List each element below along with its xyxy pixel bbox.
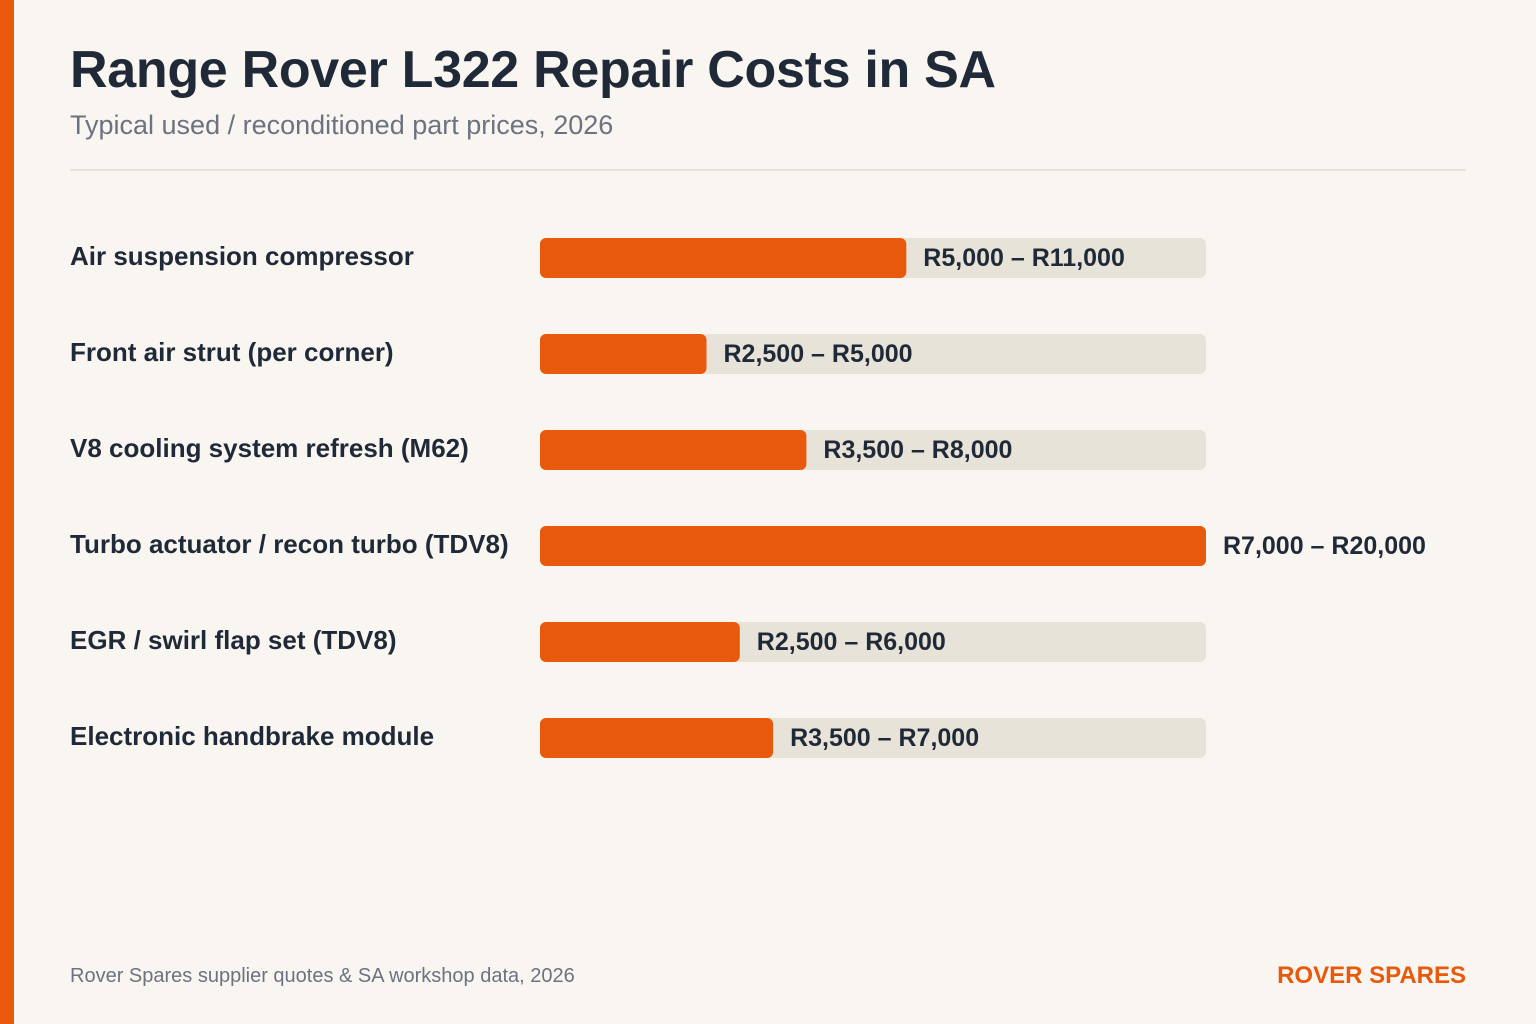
- bar-value-label: R7,000 – R20,000: [1223, 532, 1426, 560]
- source-note: Rover Spares supplier quotes & SA worksh…: [70, 965, 575, 987]
- bar-value-label: R3,500 – R7,000: [790, 724, 979, 752]
- bar: [540, 622, 740, 662]
- chart-title: Range Rover L322 Repair Costs in SA: [70, 41, 996, 99]
- header-divider: [70, 169, 1466, 171]
- bar-label: V8 cooling system refresh (M62): [70, 433, 469, 463]
- bar: [540, 238, 907, 278]
- bar-label: Electronic handbrake module: [70, 721, 434, 751]
- bar-chart: Air suspension compressor R5,000 – R11,00…: [70, 238, 1426, 758]
- bar-value-label: R3,500 – R8,000: [823, 436, 1012, 464]
- bar: [540, 430, 807, 470]
- bar-label: Front air strut (per corner): [70, 337, 394, 367]
- bar: [540, 718, 774, 758]
- bar-value-label: R2,500 – R6,000: [757, 628, 946, 656]
- bar-label: Air suspension compressor: [70, 241, 414, 271]
- chart-subtitle: Typical used / reconditioned part prices…: [70, 110, 614, 140]
- bar: [540, 334, 707, 374]
- bar-label: Turbo actuator / recon turbo (TDV8): [70, 529, 509, 559]
- accent-stripe: [0, 0, 14, 1024]
- bar: [540, 526, 1206, 566]
- bar-value-label: R5,000 – R11,000: [923, 244, 1125, 272]
- bar-label: EGR / swirl flap set (TDV8): [70, 625, 397, 655]
- bar-value-label: R2,500 – R5,000: [724, 340, 913, 368]
- brand-logo-text: ROVER SPARES: [1277, 962, 1466, 989]
